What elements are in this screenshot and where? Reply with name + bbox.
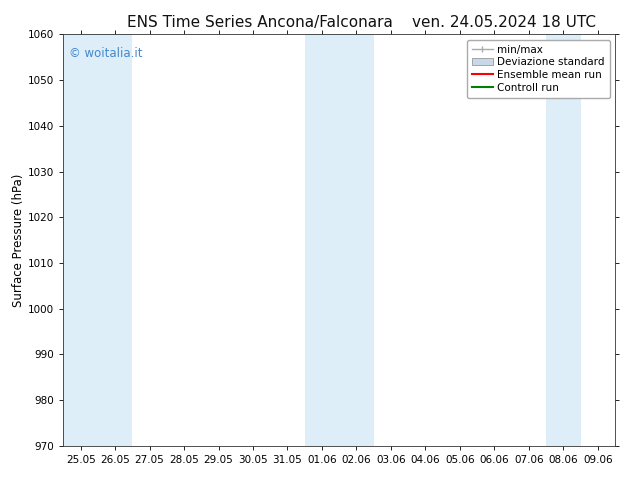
Text: © woitalia.it: © woitalia.it xyxy=(69,47,143,60)
Text: ven. 24.05.2024 18 UTC: ven. 24.05.2024 18 UTC xyxy=(412,15,596,30)
Legend: min/max, Deviazione standard, Ensemble mean run, Controll run: min/max, Deviazione standard, Ensemble m… xyxy=(467,40,610,98)
Text: ENS Time Series Ancona/Falconara: ENS Time Series Ancona/Falconara xyxy=(127,15,392,30)
Bar xyxy=(98,34,133,446)
Y-axis label: Surface Pressure (hPa): Surface Pressure (hPa) xyxy=(12,173,25,307)
Bar xyxy=(305,34,339,446)
Bar xyxy=(339,34,373,446)
Bar xyxy=(63,34,98,446)
Bar xyxy=(546,34,581,446)
